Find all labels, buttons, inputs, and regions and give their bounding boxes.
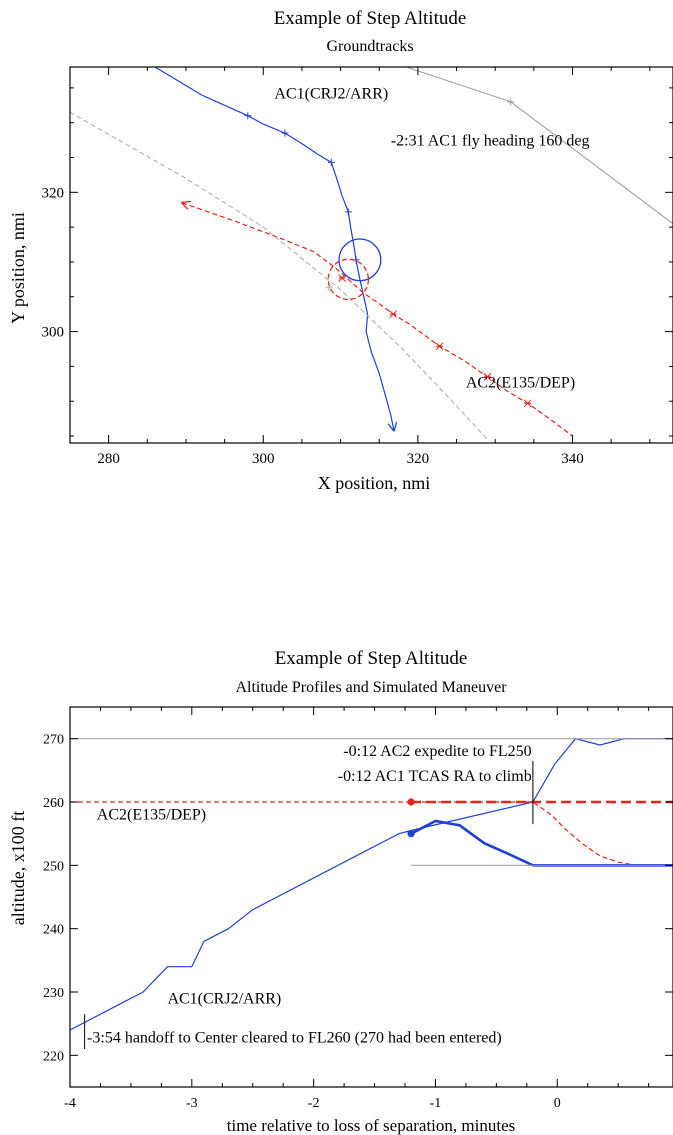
groundtracks-ylabel: Y position, nmi bbox=[8, 212, 28, 324]
altitude-xlabel: time relative to loss of separation, min… bbox=[227, 1116, 515, 1135]
y-tick-label: 260 bbox=[43, 796, 64, 811]
x-tick-label: -4 bbox=[64, 1096, 76, 1111]
track-marker bbox=[507, 98, 515, 106]
y-tick-label: 270 bbox=[43, 733, 64, 748]
altitude-title: Example of Step Altitude bbox=[275, 648, 468, 669]
plot-frame bbox=[69, 66, 673, 444]
y-tick-label: 320 bbox=[42, 185, 65, 201]
ac1-crj2-arr--line bbox=[154, 67, 394, 431]
track-marker bbox=[338, 274, 346, 282]
x-tick-label: 300 bbox=[252, 451, 275, 467]
groundtracks-plot: 280 300 320 340 300 320 AC1(CRJ2/ARR) -2:31 AC1… bbox=[42, 66, 673, 467]
annotation-3: AC1(CRJ2/ARR) bbox=[167, 990, 281, 1007]
altitude-ylabel: altitude, x100 ft bbox=[8, 811, 28, 925]
track-marker bbox=[389, 310, 397, 319]
groundtracks-chart: Example of Step Altitude Groundtracks X … bbox=[8, 8, 673, 493]
groundtracks-title: Example of Step Altitude bbox=[274, 8, 467, 29]
ac2-conflict-circle bbox=[327, 258, 370, 301]
ac1-crj2-arr--line bbox=[70, 738, 673, 1031]
annotation-1: -2:31 AC1 fly heading 160 deg bbox=[391, 133, 590, 150]
track-marker bbox=[483, 372, 492, 381]
series-3-line bbox=[70, 111, 488, 440]
series-2-line bbox=[410, 819, 673, 867]
plot-data-layer bbox=[70, 67, 673, 440]
track-marker bbox=[435, 342, 444, 351]
plot-frame bbox=[69, 706, 673, 1088]
plot-data-layer bbox=[70, 738, 673, 1049]
track-marker bbox=[244, 112, 252, 120]
y-tick-label: 220 bbox=[43, 1049, 64, 1064]
annotation-0: -0:12 AC2 expedite to FL250 bbox=[343, 743, 531, 760]
x-tick-label: 0 bbox=[554, 1096, 561, 1111]
track-marker bbox=[327, 158, 335, 166]
y-tick-label: 250 bbox=[43, 859, 64, 874]
x-tick-label: -1 bbox=[430, 1096, 442, 1111]
y-tick-label: 300 bbox=[42, 325, 65, 341]
x-tick-label: -3 bbox=[186, 1096, 198, 1111]
annotation-2: AC2(E135/DEP) bbox=[466, 374, 575, 391]
ac1-start-dot bbox=[407, 830, 415, 838]
track-marker bbox=[281, 129, 289, 137]
y-tick-label: 240 bbox=[43, 923, 64, 938]
altitude-subtitle: Altitude Profiles and Simulated Maneuver bbox=[235, 679, 507, 696]
track-marker bbox=[523, 399, 532, 408]
annotation-1: -0:12 AC1 TCAS RA to climb bbox=[338, 768, 532, 785]
annotation-4: -3:54 handoff to Center cleared to FL260… bbox=[87, 1030, 502, 1047]
altitude-plot: -4 -3 -2 -1 0 220 230 240 250 260 270 -0:12 AC2 exp… bbox=[43, 706, 673, 1111]
track-marker bbox=[344, 208, 352, 216]
groundtracks-subtitle: Groundtracks bbox=[326, 38, 413, 55]
x-tick-label: 340 bbox=[561, 451, 584, 467]
ac2-e135-dep--line bbox=[182, 203, 573, 437]
x-tick-label: 320 bbox=[407, 451, 430, 467]
x-tick-label: 280 bbox=[97, 451, 120, 467]
x-tick-label: -2 bbox=[308, 1096, 320, 1111]
annotation-0: AC1(CRJ2/ARR) bbox=[274, 85, 388, 102]
groundtracks-xlabel: X position, nmi bbox=[318, 473, 431, 493]
annotation-2: AC2(E135/DEP) bbox=[97, 807, 206, 824]
y-tick-label: 230 bbox=[43, 986, 64, 1001]
ac1-conflict-circle bbox=[338, 238, 382, 282]
ac2-start-dot bbox=[407, 798, 415, 806]
altitude-chart: Example of Step Altitude Altitude Profil… bbox=[8, 648, 673, 1135]
